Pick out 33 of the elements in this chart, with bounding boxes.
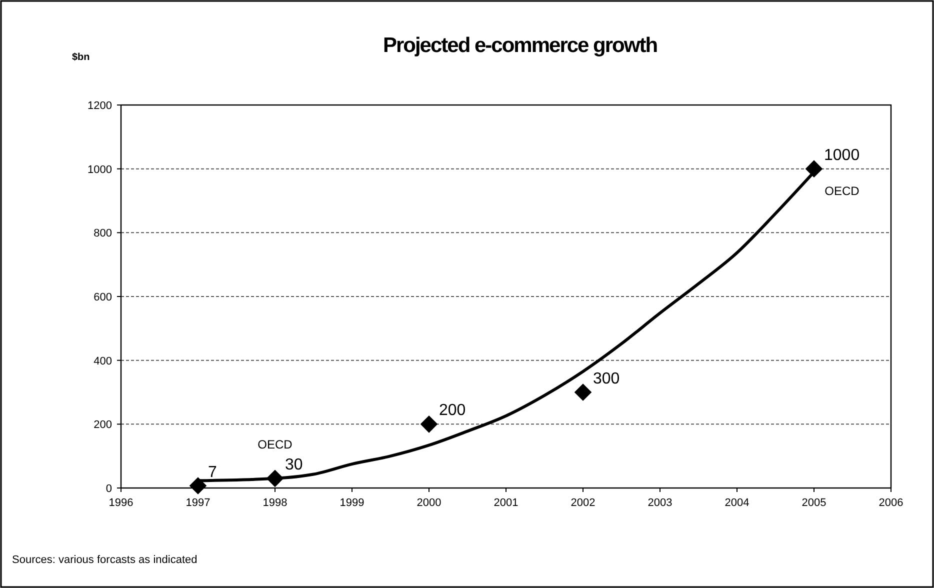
annotation: OECD — [824, 184, 860, 198]
x-tick-label: 2003 — [648, 497, 672, 509]
point — [805, 160, 823, 178]
x-tick-label: 1996 — [108, 497, 134, 509]
point — [266, 470, 284, 488]
y-tick-label: 1000 — [88, 164, 112, 176]
data-label: 1000 — [824, 146, 860, 164]
data-label: 7 — [208, 464, 217, 481]
y-tick-label: 200 — [94, 419, 112, 432]
y-tick-label: 0 — [106, 483, 112, 495]
point — [574, 384, 592, 401]
x-tick-label: 2000 — [416, 497, 442, 509]
y-tick-label: 1200 — [88, 100, 112, 112]
source-note: Sources: various forcasts as indicated — [12, 554, 198, 566]
x-tick-label: 2005 — [802, 497, 826, 509]
x-tick-label: 1997 — [186, 497, 210, 509]
y-tick-label: 600 — [94, 292, 112, 304]
y-axis-title: $bn — [72, 52, 90, 63]
data-label: 200 — [439, 402, 466, 420]
data-label: 300 — [593, 370, 620, 388]
chart-title: Projected e-commerce growth — [382, 34, 658, 57]
x-tick-label: 2001 — [494, 497, 518, 509]
annotation: OECD — [258, 437, 293, 452]
x-tick-label: 1998 — [262, 497, 288, 509]
point — [420, 416, 438, 433]
point — [189, 477, 207, 494]
y-tick-label: 800 — [94, 228, 112, 240]
x-tick-label: 2004 — [724, 497, 750, 509]
x-tick-label: 2006 — [878, 497, 904, 509]
data-label: 30 — [285, 456, 303, 474]
y-tick-label: 400 — [94, 355, 112, 368]
x-tick-label: 1999 — [340, 497, 364, 509]
x-tick-label: 2002 — [570, 497, 596, 509]
